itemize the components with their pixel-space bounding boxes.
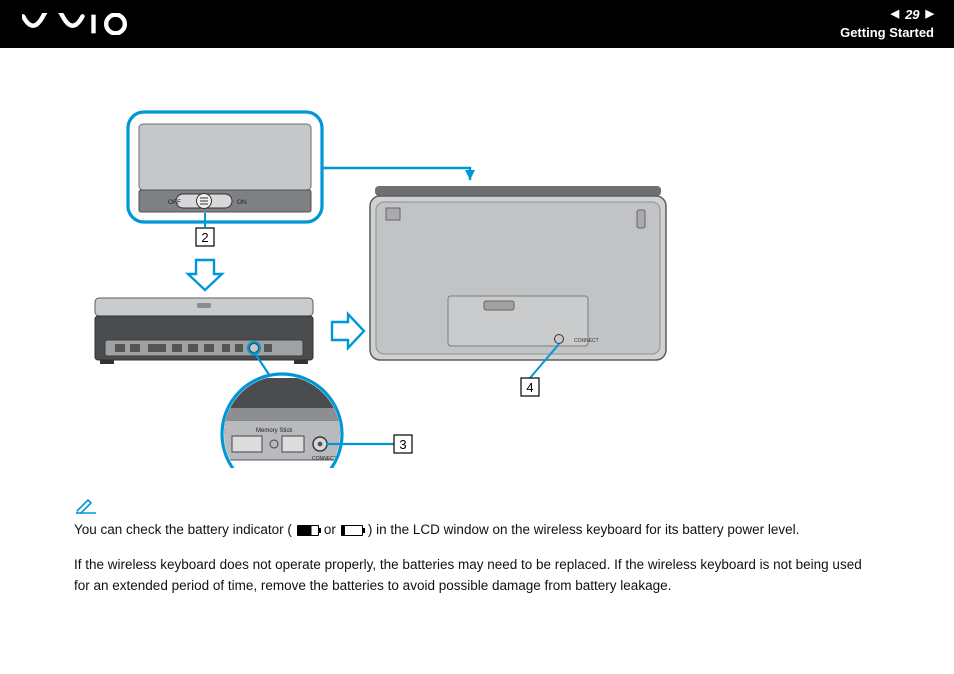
section-title: Getting Started bbox=[840, 24, 934, 42]
svg-text:4: 4 bbox=[526, 380, 533, 395]
note-line-1: You can check the battery indicator ( or… bbox=[74, 520, 880, 541]
page-number-nav: ◀ 29 ▶ bbox=[840, 6, 934, 24]
svg-text:3: 3 bbox=[399, 437, 406, 452]
svg-text:Memory Stick: Memory Stick bbox=[256, 428, 293, 434]
svg-text:2: 2 bbox=[201, 230, 208, 245]
arrow-down-icon bbox=[188, 260, 222, 290]
callout-3: 3 bbox=[394, 435, 412, 453]
battery-full-icon bbox=[297, 525, 319, 536]
svg-text:CONNECT: CONNECT bbox=[312, 456, 337, 462]
prev-page-icon[interactable]: ◀ bbox=[891, 7, 899, 22]
note-text-1a: You can check the battery indicator ( bbox=[74, 520, 292, 541]
page-number: 29 bbox=[905, 6, 919, 24]
on-label: ON bbox=[237, 199, 247, 206]
off-label: OFF bbox=[168, 199, 181, 206]
svg-text:CONNECT: CONNECT bbox=[574, 338, 599, 344]
keyboard-back: CONNECT bbox=[370, 186, 666, 360]
note-text-1b: ) in the LCD window on the wireless keyb… bbox=[368, 520, 799, 541]
instruction-diagram: OFF ON 2 bbox=[0, 48, 954, 468]
pc-main-unit bbox=[95, 298, 313, 364]
callout-2: 2 bbox=[196, 213, 214, 246]
vaio-logo-svg bbox=[22, 13, 143, 35]
detail-inset-switch: OFF ON bbox=[128, 112, 322, 222]
battery-low-icon bbox=[341, 525, 363, 536]
header-right: ◀ 29 ▶ Getting Started bbox=[840, 6, 934, 42]
next-page-icon[interactable]: ▶ bbox=[926, 7, 934, 22]
diagram-svg: OFF ON 2 bbox=[0, 48, 954, 468]
arrow-right-icon bbox=[332, 314, 364, 348]
note-text-or: or bbox=[324, 520, 336, 541]
note-icon bbox=[74, 496, 880, 514]
vaio-logo bbox=[22, 0, 143, 48]
page-header: ◀ 29 ▶ Getting Started bbox=[0, 0, 954, 48]
note-paragraph-2: If the wireless keyboard does not operat… bbox=[74, 555, 880, 597]
note-block: You can check the battery indicator ( or… bbox=[0, 496, 954, 597]
